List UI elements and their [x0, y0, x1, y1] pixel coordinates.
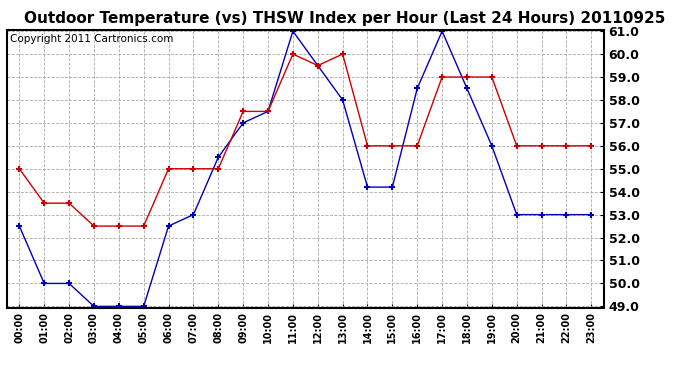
Text: Outdoor Temperature (vs) THSW Index per Hour (Last 24 Hours) 20110925: Outdoor Temperature (vs) THSW Index per … — [24, 11, 666, 26]
Text: Copyright 2011 Cartronics.com: Copyright 2011 Cartronics.com — [10, 34, 173, 44]
